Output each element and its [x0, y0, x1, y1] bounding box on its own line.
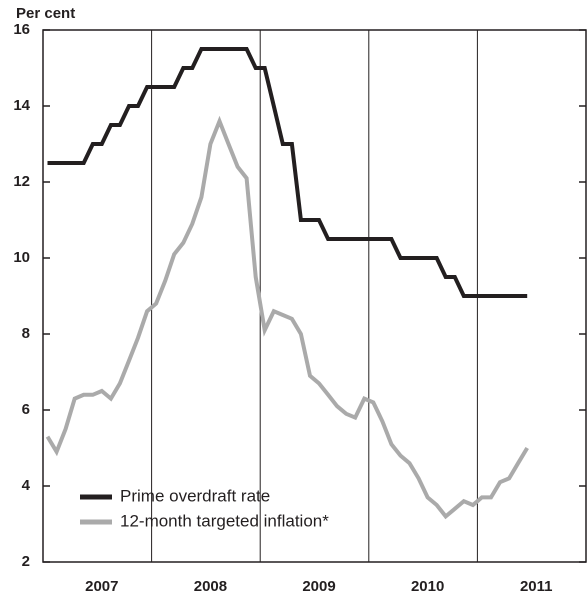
y-tick-label: 2 — [22, 553, 30, 570]
x-tick-label: 2008 — [194, 578, 227, 595]
x-tick-label: 2011 — [520, 578, 553, 595]
y-tick-label: 12 — [13, 173, 30, 190]
legend-label: 12-month targeted inflation* — [120, 511, 329, 530]
x-tick-label: 2007 — [85, 578, 118, 595]
y-tick-label: 4 — [22, 477, 31, 494]
legend-label: Prime overdraft rate — [120, 486, 270, 505]
y-tick-label: 14 — [13, 97, 30, 114]
y-tick-label: 6 — [22, 401, 30, 418]
series-line — [45, 115, 529, 520]
x-tick-label: 2010 — [411, 578, 444, 595]
plot-frame — [42, 29, 587, 563]
y-tick-label: 8 — [22, 325, 30, 342]
x-tick-label: 2009 — [302, 578, 335, 595]
y-tick-label: 10 — [13, 249, 30, 266]
series-line — [47, 47, 528, 298]
y-axis-label: Per cent — [16, 5, 75, 22]
y-tick-label: 16 — [13, 21, 30, 38]
